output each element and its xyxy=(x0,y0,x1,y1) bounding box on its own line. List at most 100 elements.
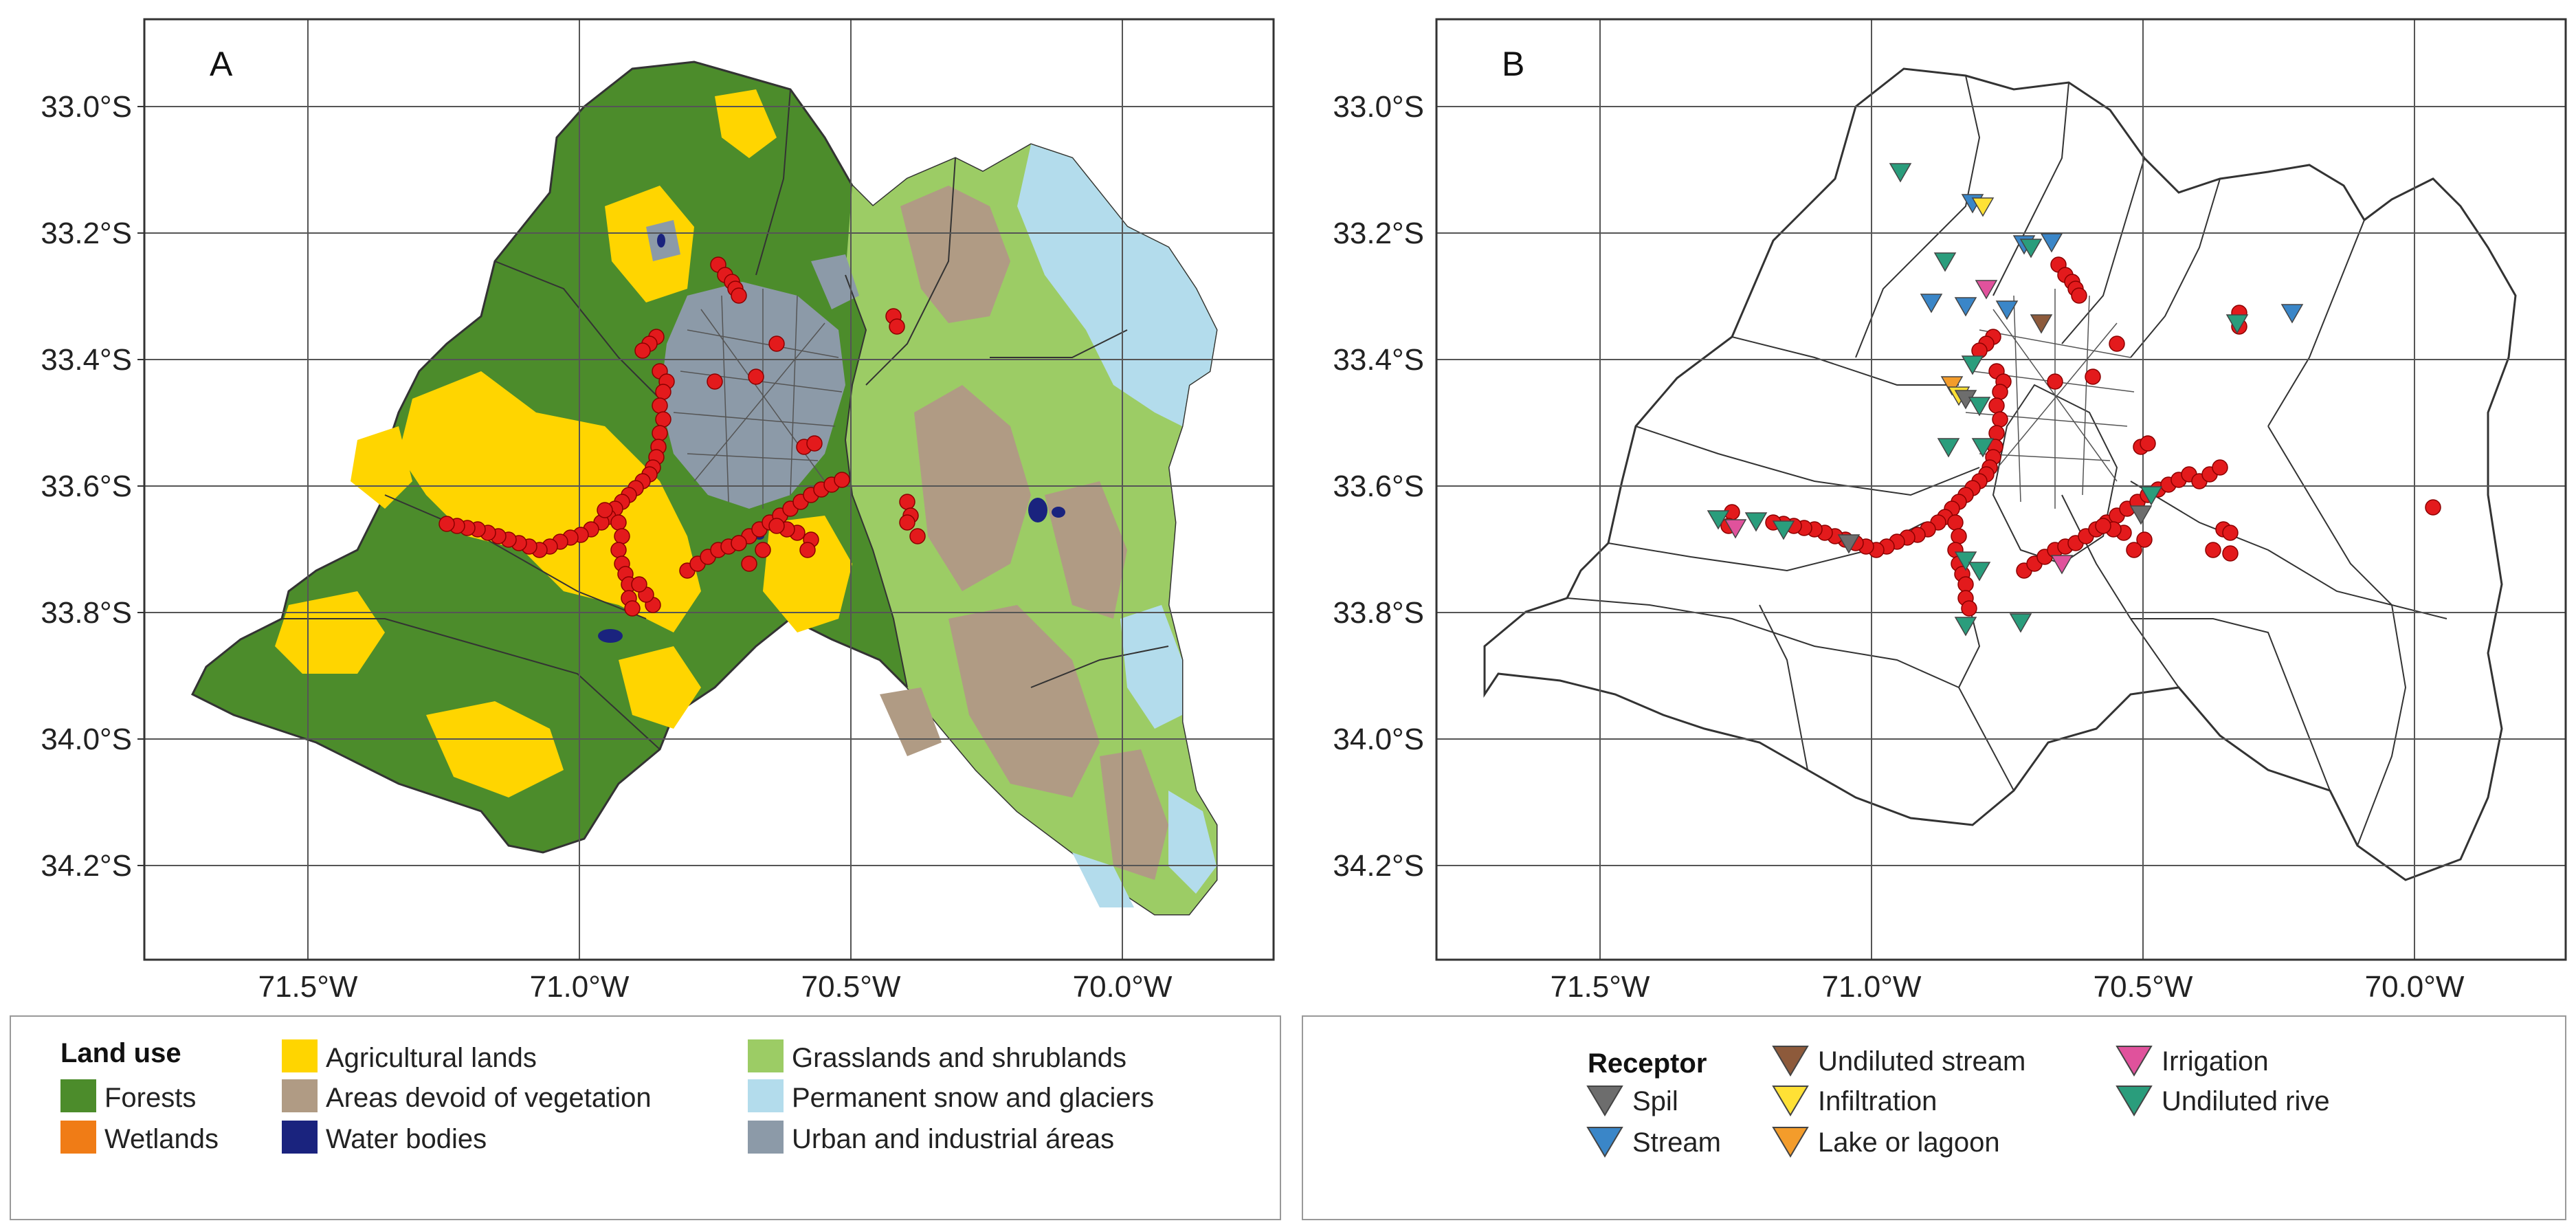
panel-b-letter: B xyxy=(1502,45,1524,83)
lon-label-a-2: 70.5°W xyxy=(801,970,901,1004)
land-use-legend: Land use Forests Wetlands Agricultural l… xyxy=(10,1015,1281,1220)
panel-b-receptor-map: B 33.0°S 33.2°S 33.4°S 33.6°S 33.8°S 34.… xyxy=(1333,18,2567,1004)
receptor-marker xyxy=(1971,197,1995,217)
lat-ticks-a xyxy=(137,106,144,866)
legend-marker-undiluted-river xyxy=(2116,1086,2153,1116)
discharge-point xyxy=(652,425,668,441)
lon-label-a-0: 71.5°W xyxy=(258,970,358,1004)
discharge-point xyxy=(624,600,641,617)
discharge-point xyxy=(2425,499,2441,516)
lon-label-b-0: 71.5°W xyxy=(1551,970,1650,1004)
discharge-point xyxy=(731,535,747,551)
legend-label-stream: Stream xyxy=(1632,1127,1721,1158)
receptor-marker xyxy=(2030,314,2053,334)
lat-label-b-6: 34.2°S xyxy=(1333,849,1424,883)
discharge-point xyxy=(2212,459,2228,476)
discharge-point xyxy=(1961,600,1977,617)
lat-label-a-5: 34.0°S xyxy=(41,723,132,756)
discharge-point xyxy=(889,318,905,335)
discharge-point xyxy=(1947,514,1964,531)
discharge-points-b xyxy=(1720,256,2441,617)
discharge-point xyxy=(2109,335,2125,352)
receptor-marker xyxy=(2280,304,2304,324)
legend-label-wetlands: Wetlands xyxy=(104,1124,219,1154)
receptor-marker xyxy=(2225,314,2249,334)
receptor-marker xyxy=(1954,551,1977,571)
legend-marker-stream xyxy=(1586,1127,1623,1158)
discharge-point xyxy=(1992,384,2008,400)
discharge-point xyxy=(1957,576,1974,593)
discharge-point xyxy=(2222,525,2239,541)
graticule-a xyxy=(144,19,1274,960)
legend-marker-infiltration xyxy=(1772,1086,1809,1116)
legend-label-lake: Lake or lagoon xyxy=(1818,1127,2000,1158)
receptor-marker xyxy=(2019,239,2043,258)
discharge-point xyxy=(755,542,771,558)
receptor-markers-b xyxy=(1707,163,2304,637)
lat-label-a-6: 34.2°S xyxy=(41,849,132,883)
discharge-point xyxy=(768,518,785,534)
lon-label-a-1: 71.0°W xyxy=(530,970,630,1004)
legend-label-undiluted-stream: Undiluted stream xyxy=(1818,1046,2025,1077)
receptor-marker xyxy=(1968,562,1991,582)
subbasin-boundaries xyxy=(282,89,1169,750)
legend-label-devoid: Areas devoid of vegetation xyxy=(326,1083,652,1113)
discharge-point xyxy=(2085,368,2101,385)
legend-marker-spil xyxy=(1586,1086,1623,1116)
receptor-marker xyxy=(1724,519,1747,539)
discharge-point xyxy=(631,576,647,593)
discharge-point xyxy=(768,335,785,352)
discharge-point xyxy=(834,472,850,488)
lon-label-b-3: 70.0°W xyxy=(2365,970,2465,1004)
legend-label-undiluted-river: Undiluted rive xyxy=(2162,1086,2330,1116)
receptor-marker xyxy=(2040,233,2063,253)
discharge-point xyxy=(2222,545,2239,562)
lat-label-a-4: 33.8°S xyxy=(41,596,132,630)
receptor-marker xyxy=(1940,376,1964,396)
receptor-marker xyxy=(1968,397,1991,417)
legend-label-urban: Urban and industrial áreas xyxy=(792,1124,1114,1154)
lat-label-a-3: 33.6°S xyxy=(41,470,132,503)
receptor-legend-title: Receptor xyxy=(1588,1048,1707,1079)
discharge-point xyxy=(438,516,455,532)
land-use-legend-box xyxy=(10,1015,1281,1220)
receptor-legend-box xyxy=(1302,1015,2566,1220)
discharge-point xyxy=(731,287,747,304)
receptor-marker xyxy=(1954,297,1977,317)
lat-label-b-3: 33.6°S xyxy=(1333,470,1424,503)
receptor-marker xyxy=(1961,355,1984,375)
receptor-marker xyxy=(1995,300,2019,320)
discharge-point xyxy=(610,542,627,558)
discharge-point xyxy=(655,411,671,428)
receptor-marker xyxy=(1937,438,1960,458)
panel-a-frame xyxy=(143,18,1275,961)
discharge-point xyxy=(2140,435,2156,452)
receptor-marker xyxy=(1744,512,1768,532)
catchment-outline-b xyxy=(1483,67,2517,881)
receptor-marker xyxy=(2140,486,2163,506)
discharge-point xyxy=(2136,531,2153,548)
legend-swatch-grasslands xyxy=(748,1039,784,1072)
legend-label-snow: Permanent snow and glaciers xyxy=(792,1083,1154,1113)
lon-label-a-3: 70.0°W xyxy=(1073,970,1173,1004)
receptor-marker xyxy=(2009,613,2032,633)
bare-ground-patches xyxy=(880,186,1168,880)
discharge-point xyxy=(614,528,630,544)
receptor-marker xyxy=(1889,163,1912,183)
lat-label-b-1: 33.2°S xyxy=(1333,217,1424,250)
discharge-point xyxy=(899,514,915,531)
lat-label-b-5: 34.0°S xyxy=(1333,723,1424,756)
legend-swatch-wetlands xyxy=(60,1121,96,1154)
land-use-legend-title: Land use xyxy=(60,1038,181,1068)
discharge-point xyxy=(748,368,764,385)
receptor-legend: Receptor Spil Stream Undiluted stream In… xyxy=(1302,1015,2566,1220)
legend-label-infiltration: Infiltration xyxy=(1818,1086,1937,1116)
discharge-point xyxy=(2047,373,2063,390)
legend-label-agricultural: Agricultural lands xyxy=(326,1043,537,1073)
legend-label-forests: Forests xyxy=(104,1083,196,1113)
panel-a-land-use-map: A 33.0°S 33.2°S 33.4°S 33.6°S 33.8°S 34.… xyxy=(41,18,1275,1004)
legend-swatch-snow xyxy=(748,1079,784,1112)
discharge-point xyxy=(899,494,915,510)
legend-label-water: Water bodies xyxy=(326,1124,487,1154)
